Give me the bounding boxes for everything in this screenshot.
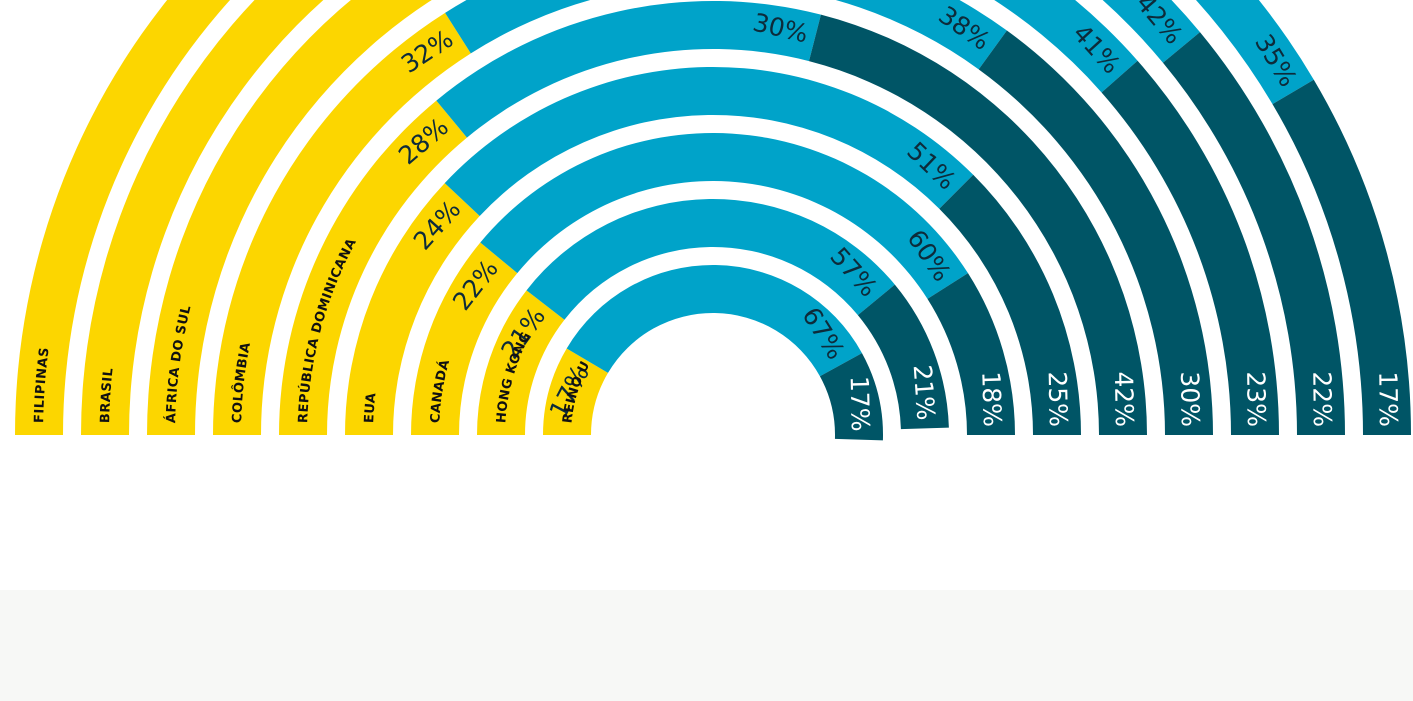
ring-segment [857, 284, 949, 430]
category-label-path: FILIPINAS [32, 346, 52, 423]
ring-segment [81, 0, 324, 435]
ring-segment [994, 0, 1138, 93]
ring-segment [1272, 79, 1411, 436]
ring-segment [1195, 0, 1314, 105]
ring-segment [819, 353, 884, 441]
ring-segment [444, 67, 974, 216]
ring-segment [213, 12, 471, 436]
ring-segment [526, 198, 895, 320]
value-label: 18% [976, 371, 1007, 427]
value-label: 25% [1043, 371, 1073, 427]
ring-segment [566, 265, 862, 377]
ring-segment [15, 0, 231, 435]
category-label: FILIPINAS [32, 346, 53, 423]
ring-segment [345, 183, 480, 435]
value-label: 30% [1175, 371, 1205, 427]
category-label: BRASIL [98, 367, 117, 423]
ring-segment [1101, 60, 1279, 436]
value-label: 17% [845, 376, 875, 432]
value-label: 17% [1373, 371, 1403, 427]
value-label: 42% [1109, 371, 1139, 427]
category-label-path: EUA [362, 392, 379, 424]
ring-segment [436, 1, 821, 138]
ring-segment [1162, 32, 1345, 435]
ring-segment [147, 0, 432, 435]
ring-segment [978, 30, 1213, 435]
ring-segment [1102, 0, 1200, 63]
ring-segment [411, 242, 518, 435]
chart: 17%REINO UNIDO67%17%21%HONG KONG57%21%22… [0, 0, 1411, 441]
ring-segment [939, 174, 1081, 435]
category-label: EUA [362, 392, 379, 424]
ring-segment [279, 100, 467, 435]
value-label: 23% [1241, 371, 1271, 427]
value-label: 22% [1307, 371, 1337, 427]
ring-segment [477, 290, 565, 435]
ring-segment [445, 0, 1007, 70]
ring-segment [808, 14, 1147, 435]
category-label-path: BRASIL [98, 367, 116, 423]
value-label: 21% [908, 364, 941, 421]
ring-segment [927, 273, 1015, 435]
ring-segment [480, 132, 968, 299]
footer-band [0, 590, 1413, 701]
ring-segment [543, 348, 608, 435]
